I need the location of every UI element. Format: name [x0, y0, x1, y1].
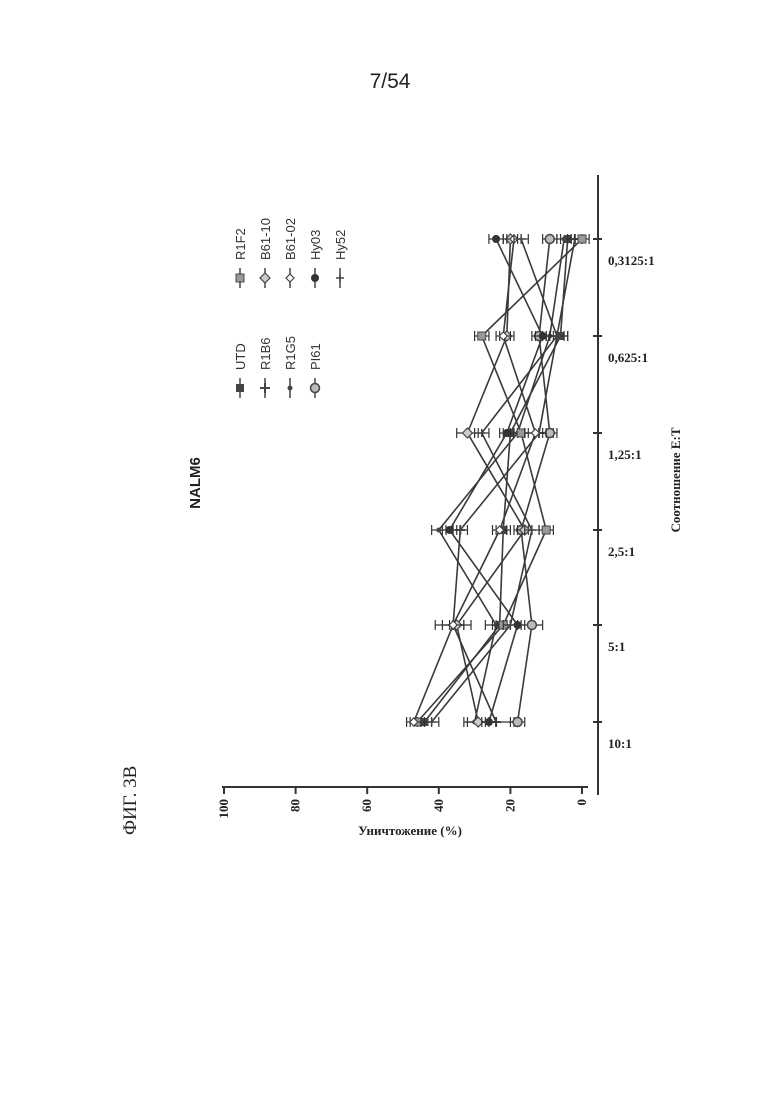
- data-point: [578, 235, 586, 243]
- data-point: [542, 526, 550, 534]
- legend-label: PI61: [308, 343, 323, 370]
- data-point: [528, 526, 536, 534]
- data-point: [527, 621, 536, 630]
- category-tick-label: 1,25:1: [608, 447, 642, 462]
- legend-label: Hy52: [333, 230, 348, 260]
- category-tick-label: 5:1: [608, 639, 625, 654]
- legend-marker: [288, 386, 293, 391]
- value-tick-label: 100: [216, 799, 231, 819]
- category-tick-label: 0,3125:1: [608, 253, 655, 268]
- data-point: [517, 429, 525, 437]
- value-axis-title: Уничтожение (%): [358, 823, 462, 838]
- category-tick-label: 2,5:1: [608, 544, 635, 559]
- legend-marker: [260, 273, 270, 283]
- data-point: [492, 235, 500, 243]
- value-tick-label: 20: [502, 799, 517, 812]
- data-point: [562, 237, 567, 242]
- series-line-b61-02: [414, 239, 536, 722]
- legend-marker: [286, 274, 294, 282]
- legend-marker: [236, 274, 244, 282]
- data-point: [513, 718, 522, 727]
- legend-marker: [260, 383, 270, 393]
- legend-marker: [311, 384, 320, 393]
- legend-label: B61-02: [283, 218, 298, 260]
- category-axis-title: Соотношение E:T: [668, 427, 683, 532]
- chart-title: NALM6: [187, 457, 204, 509]
- data-point: [503, 429, 511, 437]
- series-line-hy52: [432, 239, 557, 722]
- legend-marker: [236, 384, 244, 392]
- value-tick-label: 60: [359, 799, 374, 812]
- data-point: [517, 235, 525, 243]
- category-tick-label: 0,625:1: [608, 350, 648, 365]
- legend-label: R1B6: [258, 337, 273, 370]
- data-point: [545, 235, 554, 244]
- value-tick-label: 40: [431, 799, 446, 812]
- legend-label: B61-10: [258, 218, 273, 260]
- legend-label: UTD: [233, 343, 248, 370]
- data-point: [462, 428, 472, 438]
- value-tick-label: 0: [574, 799, 589, 806]
- legend-label: R1G5: [283, 336, 298, 370]
- legend-marker: [311, 274, 319, 282]
- data-point: [485, 718, 493, 726]
- series-line-r1b6: [453, 239, 575, 722]
- value-tick-label: 80: [288, 799, 303, 812]
- data-point: [539, 332, 547, 340]
- category-tick-label: 10:1: [608, 736, 632, 751]
- data-point: [446, 526, 454, 534]
- legend-label: Hy03: [308, 230, 323, 260]
- legend-marker: [336, 274, 344, 282]
- data-point: [478, 332, 486, 340]
- legend-label: R1F2: [233, 228, 248, 260]
- data-point: [436, 528, 441, 533]
